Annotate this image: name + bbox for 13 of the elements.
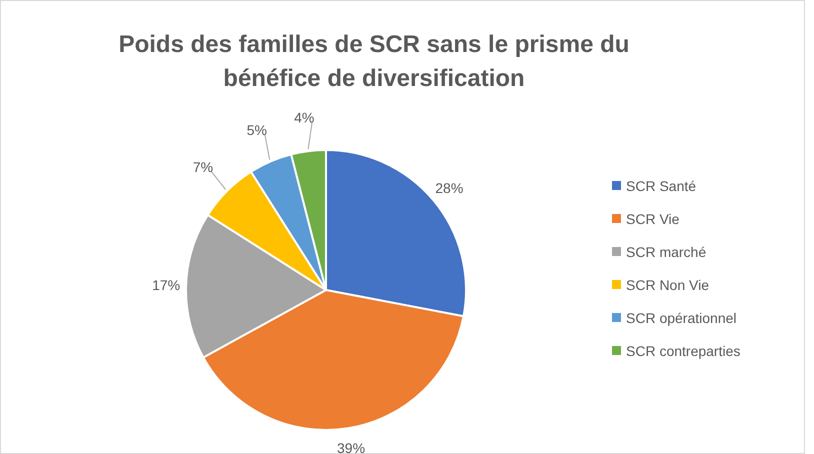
legend-label: SCR Santé: [626, 178, 696, 194]
data-label: 7%: [192, 158, 214, 175]
legend-label: SCR Non Vie: [626, 276, 710, 293]
data-label: 39%: [337, 440, 366, 454]
data-label: 17%: [152, 276, 180, 293]
legend-label: SCR contreparties: [626, 342, 740, 359]
legend-label: SCR marché: [626, 244, 706, 260]
data-label: 28%: [435, 180, 464, 196]
data-label: 4%: [294, 109, 314, 126]
data-label: 5%: [246, 122, 268, 138]
legend-label: SCR Vie: [626, 210, 680, 227]
legend-label: SCR opérationnel: [626, 310, 737, 326]
chart-title: Poids des familles de SCR sans le prisme du bénéfice de diversification: [118, 31, 630, 92]
